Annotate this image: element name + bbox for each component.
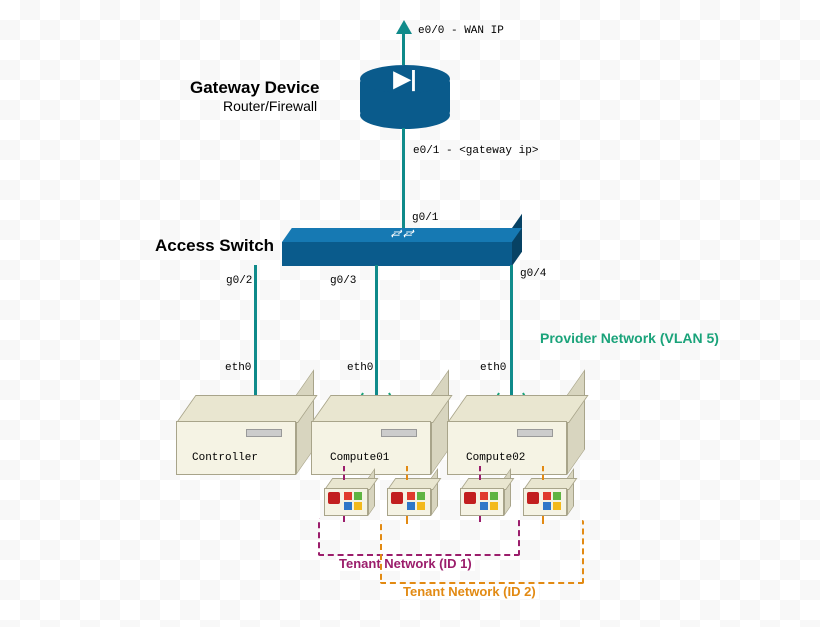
tenant2-label: Tenant Network (ID 2)	[400, 584, 539, 599]
arrow-up-icon	[396, 20, 412, 34]
sw-uplink: g0/1	[412, 212, 438, 224]
link-sw-srv2	[510, 265, 513, 395]
tenant2-leg-a	[406, 516, 408, 524]
tenant1-leg-a	[343, 516, 345, 522]
switch-arrows-icon: ⇄ ⇄	[282, 228, 522, 242]
sw-port-2: g0/4	[520, 268, 546, 280]
link-gw-sw	[402, 128, 405, 230]
switch-title: Access Switch	[155, 236, 274, 256]
gw-down-port: e0/1 - <gateway ip>	[413, 145, 538, 157]
tenant2-leg-b	[542, 516, 544, 524]
link-sw-srv1	[375, 265, 378, 395]
access-switch: ⇄ ⇄	[282, 228, 512, 266]
srv1-iface: eth0	[347, 362, 373, 374]
srv0-iface: eth0	[225, 362, 251, 374]
gateway-device: ▶|	[360, 65, 450, 130]
link-sw-srv0	[254, 265, 257, 395]
vm-c01-a	[324, 478, 368, 516]
router-icon: ▶|	[360, 67, 450, 93]
dash-c01b	[406, 466, 408, 480]
provider-net-label: Provider Network (VLAN 5)	[540, 330, 719, 346]
vm-c02-a	[460, 478, 504, 516]
gateway-title: Gateway Device	[190, 78, 319, 98]
gateway-subtitle: Router/Firewall	[223, 98, 317, 114]
sw-port-1: g0/3	[330, 275, 356, 287]
vm-c02-b	[523, 478, 567, 516]
srv1-name: Compute01	[330, 452, 389, 464]
srv2-iface: eth0	[480, 362, 506, 374]
vm-c01-b	[387, 478, 431, 516]
dash-c01a	[343, 466, 345, 480]
dash-c02a	[479, 466, 481, 480]
tenant2-box	[380, 520, 584, 584]
srv2-name: Compute02	[466, 452, 525, 464]
sw-port-0: g0/2	[226, 275, 252, 287]
dash-c02b	[542, 466, 544, 480]
wan-label: e0/0 - WAN IP	[418, 25, 504, 37]
link-wan	[402, 33, 405, 65]
diagram: e0/0 - WAN IP ▶| Gateway Device Router/F…	[0, 0, 820, 627]
srv0-name: Controller	[192, 452, 258, 464]
